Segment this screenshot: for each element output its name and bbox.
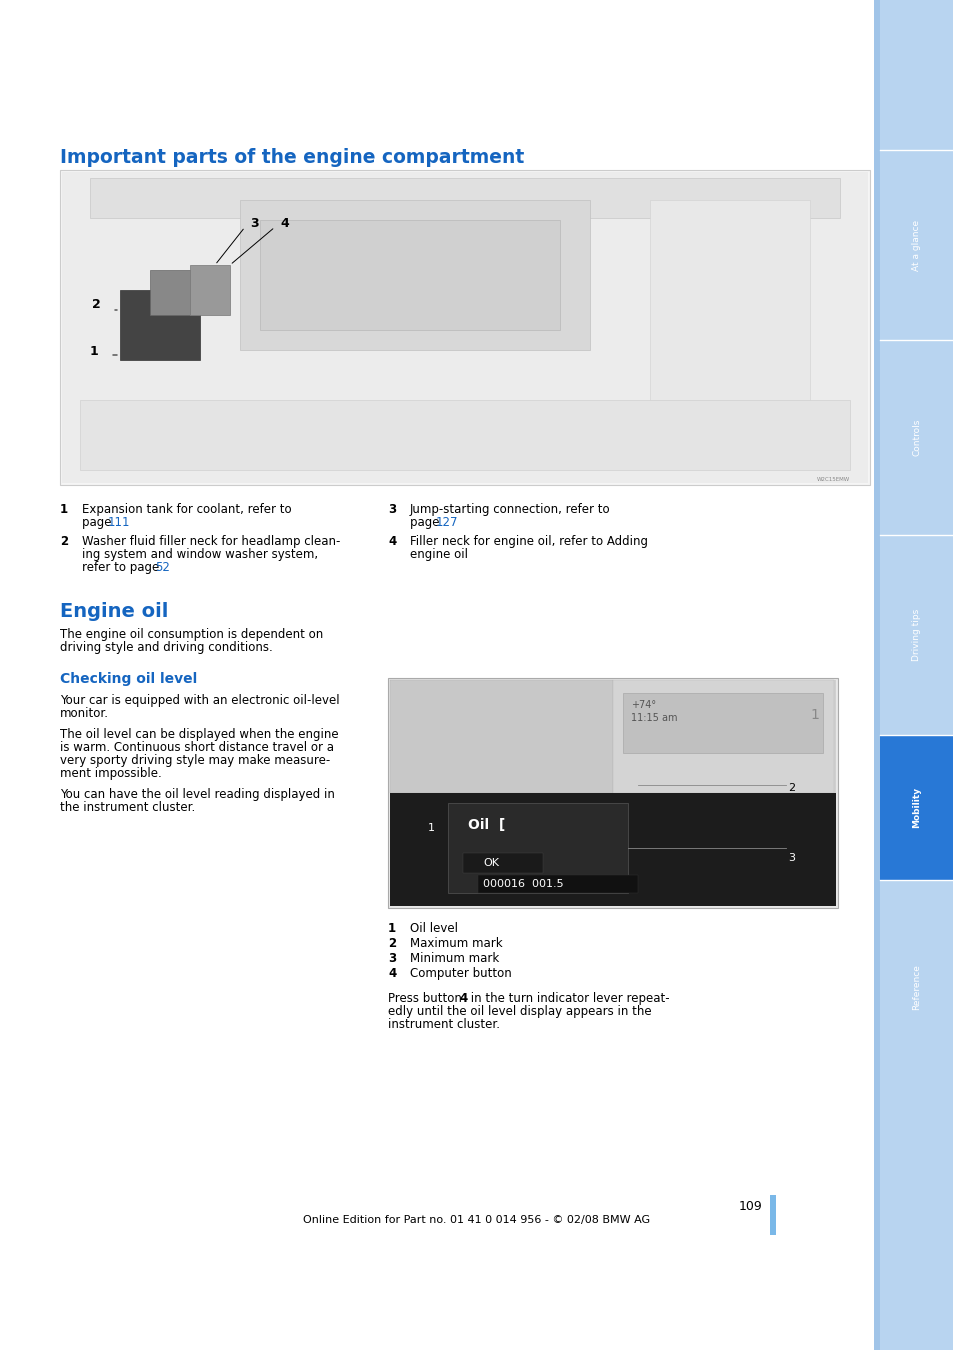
Text: ing system and window washer system,: ing system and window washer system, (82, 548, 317, 562)
Text: 2: 2 (91, 298, 101, 311)
Bar (60, 170, 869, 485)
Text: Important parts of the engine compartment: Important parts of the engine compartmen… (60, 148, 524, 167)
Text: Your car is equipped with an electronic oil-level: Your car is equipped with an electronic … (60, 694, 339, 707)
Text: Jump-starting connection, refer to: Jump-starting connection, refer to (410, 504, 610, 516)
Text: Washer fluid filler neck for headlamp clean-: Washer fluid filler neck for headlamp cl… (82, 535, 340, 548)
Text: The engine oil consumption is dependent on: The engine oil consumption is dependent … (60, 628, 323, 641)
Text: 1: 1 (90, 346, 99, 358)
Text: Oil  [: Oil [ (468, 818, 505, 832)
Text: page: page (82, 516, 115, 529)
Text: Filler neck for engine oil, refer to Adding: Filler neck for engine oil, refer to Add… (410, 535, 647, 548)
Bar (448, 803, 627, 892)
Text: You can have the oil level reading displayed in: You can have the oil level reading displ… (60, 788, 335, 801)
Text: edly until the oil level display appears in the: edly until the oil level display appears… (388, 1004, 651, 1018)
Bar (649, 200, 809, 400)
Text: is warm. Continuous short distance travel or a: is warm. Continuous short distance trave… (60, 741, 334, 755)
Text: 3: 3 (388, 504, 395, 516)
Text: Expansion tank for coolant, refer to: Expansion tank for coolant, refer to (82, 504, 292, 516)
Text: driving style and driving conditions.: driving style and driving conditions. (60, 641, 273, 653)
Bar (613, 680, 833, 792)
Bar (769, 1195, 775, 1235)
Text: instrument cluster.: instrument cluster. (388, 1018, 499, 1031)
Text: Minimum mark: Minimum mark (410, 952, 498, 965)
Text: Checking oil level: Checking oil level (60, 672, 197, 686)
Text: 111: 111 (108, 516, 131, 529)
Text: 3: 3 (250, 217, 258, 230)
Bar (879, 0, 953, 1350)
Text: the instrument cluster.: the instrument cluster. (60, 801, 195, 814)
Text: Press button: Press button (388, 992, 465, 1004)
Text: Maximum mark: Maximum mark (410, 937, 502, 950)
Text: 1: 1 (388, 922, 395, 936)
Text: 4: 4 (458, 992, 467, 1004)
Bar (879, 150, 953, 340)
Bar (390, 680, 613, 792)
Text: Driving tips: Driving tips (911, 609, 921, 662)
Text: 2: 2 (787, 783, 794, 792)
Bar (622, 693, 822, 753)
Bar (879, 880, 953, 1095)
Text: engine oil: engine oil (410, 548, 468, 562)
Text: 000016  001.5: 000016 001.5 (482, 879, 563, 890)
Bar (150, 270, 200, 315)
Bar (879, 734, 953, 880)
Text: 11:15 am: 11:15 am (630, 713, 677, 724)
Text: very sporty driving style may make measure-: very sporty driving style may make measu… (60, 755, 330, 767)
Text: 2: 2 (388, 937, 395, 950)
Bar (390, 792, 835, 906)
Text: 4: 4 (388, 535, 395, 548)
Text: 2: 2 (60, 535, 68, 548)
Bar (477, 875, 638, 892)
Text: 4: 4 (280, 217, 289, 230)
Bar (190, 265, 230, 315)
Text: W2C15EMW: W2C15EMW (816, 477, 849, 482)
Text: Online Edition for Part no. 01 41 0 014 956 - © 02/08 BMW AG: Online Edition for Part no. 01 41 0 014 … (303, 1215, 650, 1224)
Bar (240, 200, 589, 350)
Text: monitor.: monitor. (60, 707, 109, 720)
Text: Oil level: Oil level (410, 922, 457, 936)
Bar (873, 0, 879, 1350)
Text: ment impossible.: ment impossible. (60, 767, 162, 780)
Bar (62, 171, 867, 483)
Text: Computer button: Computer button (410, 967, 511, 980)
Text: 1: 1 (428, 824, 435, 833)
Bar (260, 220, 559, 329)
Text: Engine oil: Engine oil (60, 602, 168, 621)
Text: 109: 109 (738, 1200, 761, 1214)
Text: 1: 1 (809, 707, 818, 722)
Bar (90, 178, 840, 217)
Text: 4: 4 (388, 967, 395, 980)
Bar (80, 400, 849, 470)
Text: Controls: Controls (911, 418, 921, 456)
Text: page: page (410, 516, 443, 529)
Text: Reference: Reference (911, 964, 921, 1010)
Text: 3: 3 (787, 853, 794, 863)
Text: 1: 1 (60, 504, 68, 516)
Bar (879, 340, 953, 535)
Bar (462, 853, 542, 873)
Bar (388, 678, 837, 909)
Text: OK: OK (482, 859, 498, 868)
Bar (879, 535, 953, 734)
Text: 52: 52 (154, 562, 170, 574)
Bar (120, 290, 200, 360)
Text: +74°: +74° (630, 701, 656, 710)
Text: 127: 127 (436, 516, 458, 529)
Text: The oil level can be displayed when the engine: The oil level can be displayed when the … (60, 728, 338, 741)
Text: Mobility: Mobility (911, 787, 921, 828)
Text: refer to page: refer to page (82, 562, 163, 574)
Text: 3: 3 (388, 952, 395, 965)
Text: At a glance: At a glance (911, 220, 921, 270)
Text: in the turn indicator lever repeat-: in the turn indicator lever repeat- (467, 992, 669, 1004)
Bar (390, 680, 835, 792)
